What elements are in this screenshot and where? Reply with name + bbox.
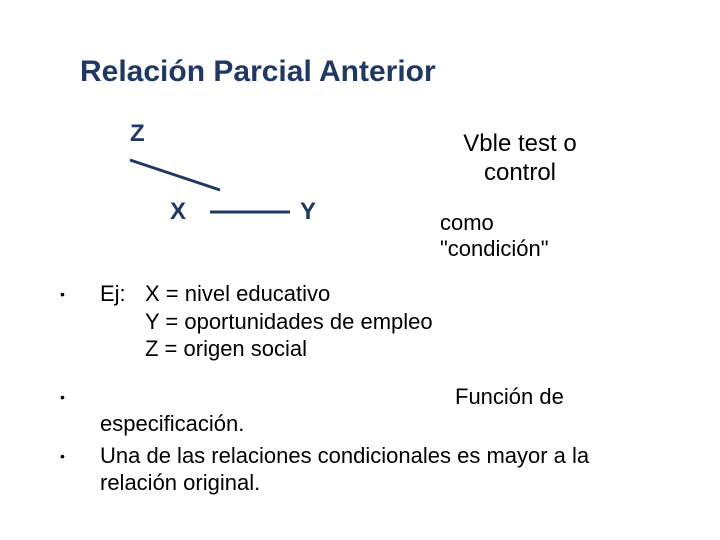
b2-lead: Función de [455,384,564,409]
b2-rest: especificación. [100,411,244,436]
bullet-dot: • [60,442,100,497]
bullet-1: • Ej: X = nivel educativo Y = oportunida… [60,280,660,363]
ej-z: Z = origen social [145,335,433,363]
bullet-dot: • [60,383,100,438]
label-x: X [170,198,186,226]
side-line1: Vble test o [463,130,576,157]
como-annotation: como "condición" [440,210,549,263]
bullet-3: • Una de las relaciones condicionales es… [60,442,660,497]
side-line2: control [484,159,556,186]
bullet-list: • Ej: X = nivel educativo Y = oportunida… [60,280,660,517]
ej-x: X = nivel educativo [145,280,433,308]
diagram-lines [120,120,400,240]
page-title: Relación Parcial Anterior [80,55,436,89]
bullet-dot: • [60,280,100,363]
ej-label: Ej: [100,280,145,363]
line-z-to-x [130,160,220,190]
label-z: Z [130,120,145,148]
relation-diagram: Z X Y [120,120,400,240]
side-annotation: Vble test o control [420,130,620,188]
ej-y: Y = oportunidades de empleo [145,308,433,336]
como-line1: como [440,210,494,235]
bullet-2: • Función de especificación. [60,383,660,438]
label-y: Y [300,198,316,226]
b3-text: Una de las relaciones condicionales es m… [100,442,660,497]
como-line2: "condición" [440,236,549,261]
